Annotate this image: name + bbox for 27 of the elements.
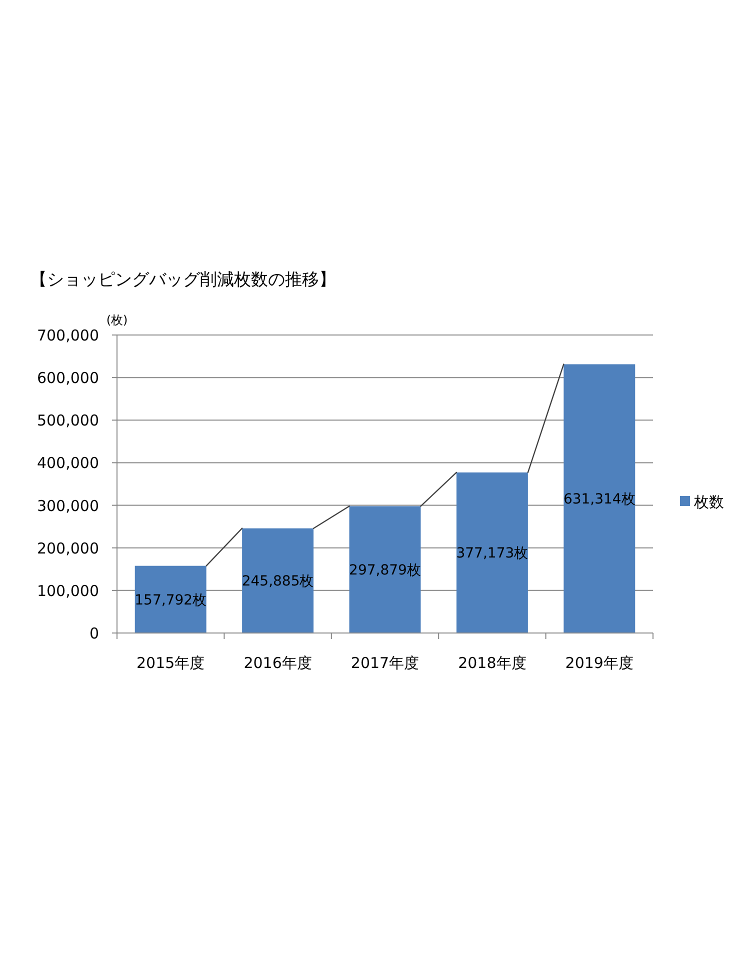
- x-tick-label: 2015年度: [136, 654, 205, 672]
- bar: [456, 472, 528, 633]
- y-tick-label: 300,000: [36, 496, 99, 515]
- y-tick-label: 400,000: [36, 454, 99, 472]
- y-tick-label: 200,000: [36, 539, 99, 558]
- y-tick-label: 0: [89, 624, 99, 642]
- y-tick-label: 500,000: [36, 412, 99, 430]
- data-label: 631,314枚: [563, 492, 636, 508]
- legend-label: 枚数: [693, 493, 724, 511]
- legend: 枚数: [680, 493, 724, 511]
- x-tick-label: 2016年度: [244, 654, 312, 672]
- bar: [134, 566, 206, 633]
- y-tick-label: 700,000: [36, 326, 99, 344]
- y-tick-label: 100,000: [36, 582, 99, 600]
- chart-title: 【ショッピングバッグ削減枚数の推移】: [30, 270, 336, 290]
- y-axis-title: (枚): [106, 313, 128, 327]
- data-label: 377,173枚: [456, 546, 528, 562]
- bar: [242, 528, 314, 633]
- bar: [564, 364, 636, 633]
- bar: [349, 506, 421, 633]
- y-tick-label: 600,000: [36, 369, 99, 388]
- x-tick-label: 2017年度: [350, 654, 420, 672]
- data-label: 245,885枚: [242, 574, 314, 590]
- data-label: 297,879枚: [349, 562, 421, 579]
- x-tick-label: 2019年度: [565, 654, 634, 672]
- x-tick-label: 2018年度: [458, 654, 526, 672]
- data-label: 157,792枚: [134, 592, 207, 608]
